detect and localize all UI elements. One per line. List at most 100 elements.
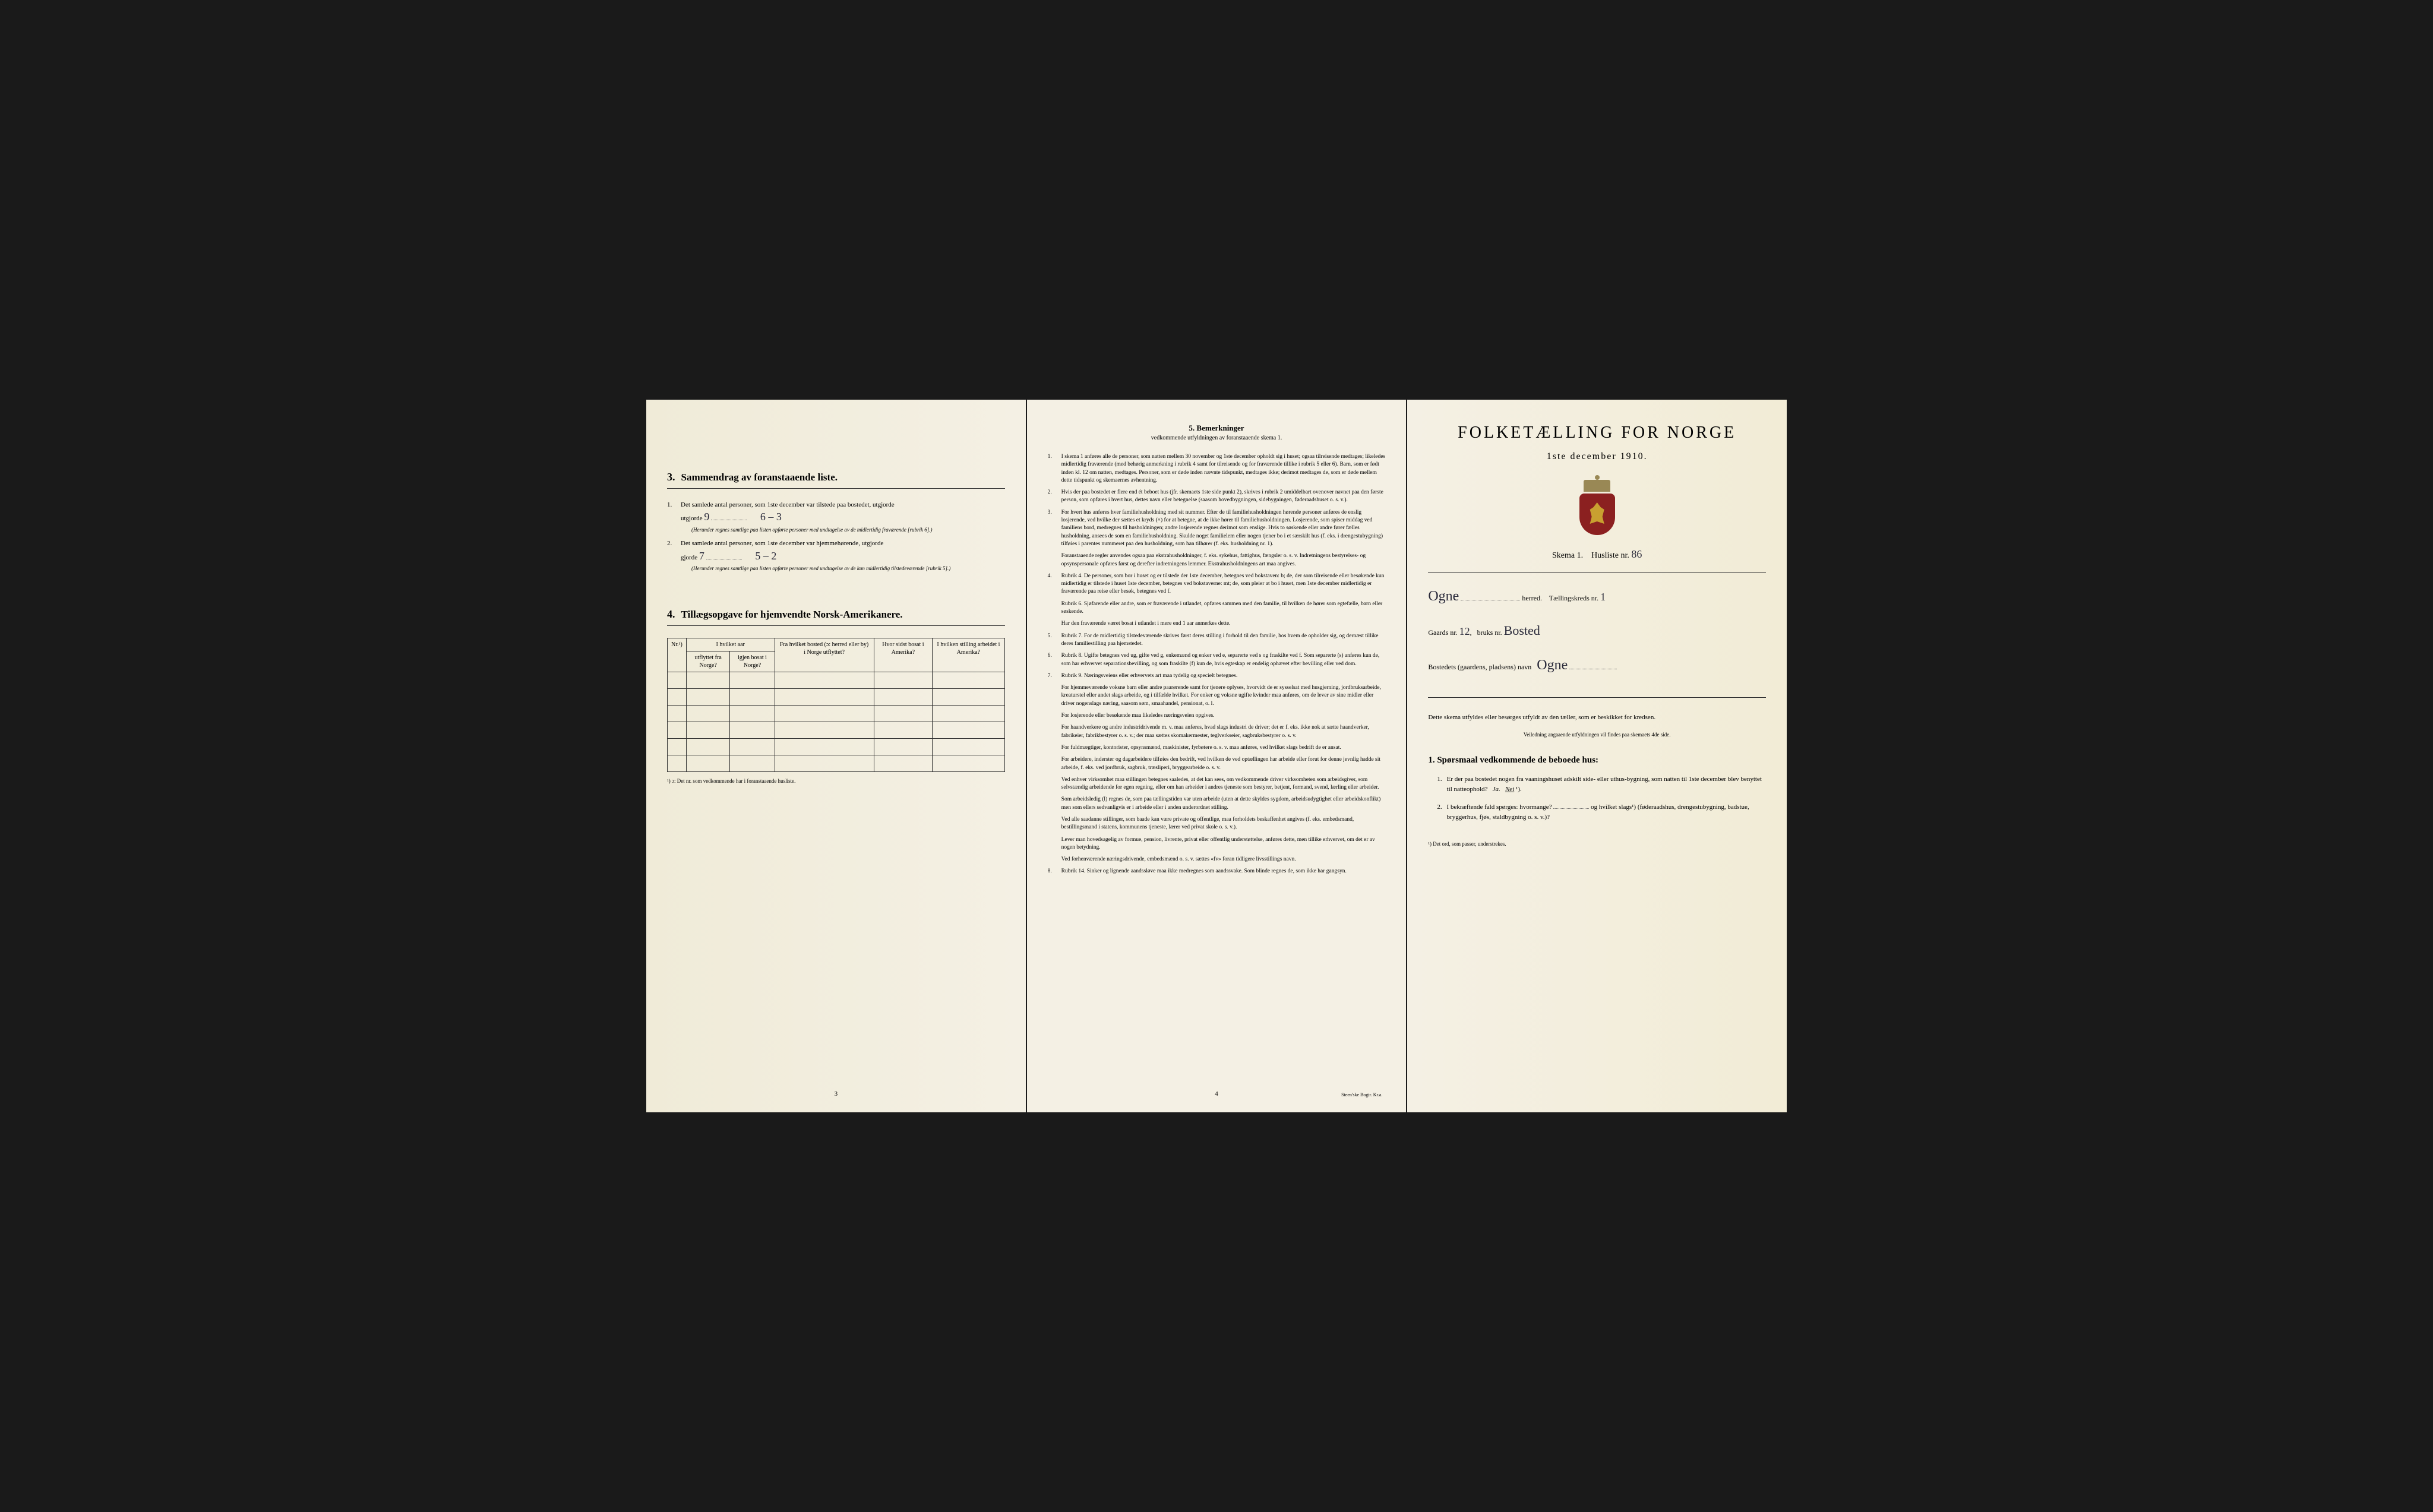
bem-text: Har den fraværende været bosat i utlande… bbox=[1061, 620, 1231, 628]
bem-num: 6. bbox=[1048, 652, 1057, 668]
bemerkning-item: 5.Rubrik 7. For de midlertidig tilstedev… bbox=[1048, 632, 1386, 649]
item-1-text: Det samlede antal personer, som 1ste dec… bbox=[681, 501, 895, 508]
item-1-content: Det samlede antal personer, som 1ste dec… bbox=[681, 501, 933, 533]
bemerkning-item: Rubrik 6. Sjøfarende eller andre, som er… bbox=[1048, 600, 1386, 616]
intro-sub: Veiledning angaaende utfyldningen vil fi… bbox=[1428, 732, 1766, 738]
item-2-value: 7 bbox=[699, 550, 704, 562]
bem-text: For arbeidere, inderster og dagarbeidere… bbox=[1061, 756, 1386, 772]
coat-of-arms-icon bbox=[1573, 480, 1621, 536]
schema-label: Skema 1. bbox=[1552, 551, 1583, 560]
gaards-value: 12 bbox=[1459, 625, 1470, 637]
bem-text: For haandverkere og andre industridriven… bbox=[1061, 724, 1386, 740]
section-3-title: Sammendrag av foranstaaende liste. bbox=[681, 472, 838, 483]
bruks-value: Bosted bbox=[1504, 623, 1540, 638]
table-footnote: ¹) ɔ: Det nr. som vedkommende har i fora… bbox=[667, 778, 1005, 784]
section-4-header: 4. Tillægsopgave for hjemvendte Norsk-Am… bbox=[667, 608, 1005, 626]
lion-icon bbox=[1588, 502, 1606, 526]
divider bbox=[1428, 572, 1766, 573]
bosted-label: Bostedets (gaardens, pladsens) navn bbox=[1428, 663, 1531, 671]
bemerkning-item: 8.Rubrik 14. Sinker og lignende aandsslø… bbox=[1048, 868, 1386, 875]
q1-nei: Nei bbox=[1505, 786, 1514, 793]
bem-text: For hvert hus anføres hver familiehushol… bbox=[1061, 509, 1386, 548]
bem-text: Hvis der paa bostedet er flere end ét be… bbox=[1061, 489, 1386, 505]
document-container: 3. Sammendrag av foranstaaende liste. 1.… bbox=[646, 400, 1787, 1112]
bem-text: Foranstaaende regler anvendes ogsaa paa … bbox=[1061, 552, 1386, 568]
page-4: 5. Bemerkninger vedkommende utfyldningen… bbox=[1027, 400, 1407, 1112]
bemerkning-item: 7.Rubrik 9. Næringsveiens eller erhverve… bbox=[1048, 672, 1386, 680]
item-2-text: Det samlede antal personer, som 1ste dec… bbox=[681, 540, 883, 547]
col-amerika: Hvor sidst bosat i Amerika? bbox=[874, 638, 933, 672]
herred-value: Ogne bbox=[1428, 589, 1459, 604]
bem-text: Rubrik 6. Sjøfarende eller andre, som er… bbox=[1061, 600, 1386, 616]
bosted-value: Ogne bbox=[1537, 657, 1568, 673]
item-2-content: Det samlede antal personer, som 1ste dec… bbox=[681, 539, 950, 572]
q2-text: I bekræftende fald spørges: hvormange? bbox=[1447, 804, 1552, 811]
bemerkning-item: 3.For hvert hus anføres hver familiehush… bbox=[1048, 509, 1386, 548]
husliste-value: 86 bbox=[1631, 548, 1642, 560]
item-1-note: 6 – 3 bbox=[760, 511, 782, 523]
bem-num: 3. bbox=[1048, 509, 1057, 548]
table-row bbox=[668, 688, 1005, 705]
bem-text: Lever man hovedsagelig av formue, pensio… bbox=[1061, 836, 1386, 852]
section-4-num: 4. bbox=[667, 608, 675, 621]
bem-text: Som arbeidsledig (l) regnes de, som paa … bbox=[1061, 796, 1386, 812]
bem-text: For losjerende eller besøkende maa likel… bbox=[1061, 712, 1215, 720]
divider bbox=[1428, 697, 1766, 698]
fill-line bbox=[1553, 808, 1589, 809]
bem-text: Rubrik 8. Ugifte betegnes ved ug, gifte … bbox=[1061, 652, 1386, 668]
item-2-num: 2. bbox=[667, 539, 676, 572]
bem-num: 4. bbox=[1048, 572, 1057, 596]
gaards-label: Gaards nr. bbox=[1428, 628, 1457, 637]
bem-num: 2. bbox=[1048, 489, 1057, 505]
table-row bbox=[668, 755, 1005, 771]
bemerkning-item: For haandverkere og andre industridriven… bbox=[1048, 724, 1386, 740]
shield-icon bbox=[1579, 494, 1615, 535]
right-footnote: ¹) Det ord, som passer, understrekes. bbox=[1428, 841, 1766, 847]
bemerkning-item: 4.Rubrik 4. De personer, som bor i huset… bbox=[1048, 572, 1386, 596]
bosted-line: Bostedets (gaardens, pladsens) navn Ogne bbox=[1428, 651, 1766, 679]
section-3-header: 3. Sammendrag av foranstaaende liste. bbox=[667, 471, 1005, 489]
husliste-label: Husliste nr. bbox=[1591, 551, 1629, 560]
item-2-sub: (Herunder regnes samtlige paa listen opf… bbox=[681, 565, 950, 572]
bemerkning-item: Foranstaaende regler anvendes ogsaa paa … bbox=[1048, 552, 1386, 568]
gaards-line: Gaards nr. 12, bruks nr. Bosted bbox=[1428, 618, 1766, 644]
bem-text: For hjemmeværende voksne barn eller andr… bbox=[1061, 684, 1386, 708]
kreds-value: 1 bbox=[1600, 591, 1606, 603]
header-title: Bemerkninger bbox=[1196, 423, 1244, 432]
col-utflyttet: utflyttet fra Norge? bbox=[686, 651, 730, 672]
bem-text: I skema 1 anføres alle de personer, som … bbox=[1061, 453, 1386, 485]
question-1: 1. Er der paa bostedet nogen fra vaaning… bbox=[1428, 774, 1766, 795]
questions-header: 1. Spørsmaal vedkommende de beboede hus: bbox=[1428, 755, 1766, 766]
table-row bbox=[668, 672, 1005, 688]
item-2-prefix: gjorde bbox=[681, 554, 699, 561]
bemerkning-item: Ved alle saadanne stillinger, som baade … bbox=[1048, 816, 1386, 832]
bemerkning-item: For losjerende eller besøkende maa likel… bbox=[1048, 712, 1386, 720]
summary-item-1: 1. Det samlede antal personer, som 1ste … bbox=[667, 501, 1005, 533]
q-header-text: Spørsmaal vedkommende de beboede hus: bbox=[1437, 755, 1598, 765]
printer-mark: Steen'ske Bogtr. Kr.a. bbox=[1341, 1092, 1382, 1097]
bem-num: 5. bbox=[1048, 632, 1057, 649]
bemerkning-item: 6.Rubrik 8. Ugifte betegnes ved ug, gift… bbox=[1048, 652, 1386, 668]
amerikanere-table: Nr.¹) I hvilket aar Fra hvilket bosted (… bbox=[667, 638, 1005, 772]
bemerkning-item: Ved forhenværende næringsdrivende, embed… bbox=[1048, 856, 1386, 863]
bemerkning-item: Har den fraværende været bosat i utlande… bbox=[1048, 620, 1386, 628]
subtitle: 1ste december 1910. bbox=[1428, 451, 1766, 462]
col-aar: I hvilket aar bbox=[686, 638, 775, 651]
bem-text: Rubrik 4. De personer, som bor i huset o… bbox=[1061, 572, 1386, 596]
bemerkning-item: 1.I skema 1 anføres alle de personer, so… bbox=[1048, 453, 1386, 485]
item-1-num: 1. bbox=[667, 501, 676, 533]
bem-text: For fuldmægtiger, kontorister, opsynsmæn… bbox=[1061, 744, 1341, 752]
table-row bbox=[668, 738, 1005, 755]
q1-content: Er der paa bostedet nogen fra vaaningshu… bbox=[1447, 774, 1766, 795]
page-3: 3. Sammendrag av foranstaaende liste. 1.… bbox=[646, 400, 1026, 1112]
item-1-value: 9 bbox=[704, 511, 709, 523]
col-bosat: igjen bosat i Norge? bbox=[730, 651, 775, 672]
bemerkning-item: For fuldmægtiger, kontorister, opsynsmæn… bbox=[1048, 744, 1386, 752]
bemerkning-item: For hjemmeværende voksne barn eller andr… bbox=[1048, 684, 1386, 708]
summary-item-2: 2. Det samlede antal personer, som 1ste … bbox=[667, 539, 1005, 572]
bem-text: Rubrik 9. Næringsveiens eller erhvervets… bbox=[1061, 672, 1238, 680]
intro-text: Dette skema utfyldes eller besørges utfy… bbox=[1428, 713, 1766, 723]
bemerkning-item: Ved enhver virksomhet maa stillingen bet… bbox=[1048, 776, 1386, 792]
item-2-note: 5 – 2 bbox=[755, 550, 776, 562]
bem-text: Rubrik 7. For de midlertidig tilstedevær… bbox=[1061, 632, 1386, 649]
